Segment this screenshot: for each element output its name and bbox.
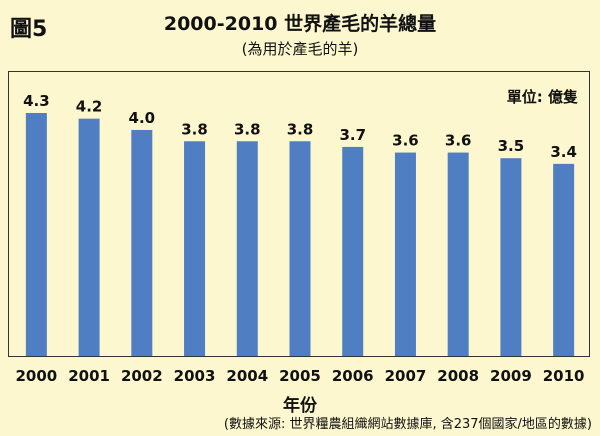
data-label-2005: 3.8 — [287, 120, 314, 138]
x-tick-label-2002: 2002 — [121, 367, 163, 385]
plot-frame — [8, 71, 590, 357]
data-label-2001: 4.2 — [76, 98, 103, 116]
chart-title: 2000-2010 世界產毛的羊總量 — [163, 13, 437, 35]
data-label-2010: 3.4 — [550, 143, 577, 161]
data-label-2004: 3.8 — [234, 120, 261, 138]
bar-2002 — [131, 129, 153, 356]
x-tick-label-2009: 2009 — [490, 367, 532, 385]
bar-2006 — [342, 146, 364, 356]
x-tick-label-2004: 2004 — [226, 367, 268, 385]
bar-2004 — [236, 141, 258, 356]
unit-label: 單位: 億隻 — [506, 88, 578, 106]
chart-subtitle: (為用於產毛的羊) — [241, 40, 359, 58]
x-tick-label-2008: 2008 — [437, 367, 479, 385]
data-label-2008: 3.6 — [445, 132, 472, 150]
data-label-2009: 3.5 — [498, 137, 525, 155]
figure-label: 圖5 — [10, 17, 48, 42]
data-label-2006: 3.7 — [339, 126, 366, 144]
data-label-2007: 3.6 — [392, 132, 419, 150]
source-note: (數據來源: 世界糧農組織網站數據庫, 含237個國家/地區的數據) — [223, 417, 592, 432]
bar-2001 — [78, 118, 100, 357]
bar-2000 — [25, 113, 47, 356]
x-tick-label-2003: 2003 — [174, 367, 216, 385]
data-label-2003: 3.8 — [181, 120, 208, 138]
x-tick-label-2007: 2007 — [385, 367, 427, 385]
x-axis-title: 年份 — [283, 396, 317, 416]
bar-2010 — [553, 163, 575, 356]
bar-2003 — [184, 141, 206, 356]
bar-2007 — [394, 152, 416, 356]
bar-2005 — [289, 141, 311, 356]
data-label-2000: 4.3 — [23, 92, 50, 110]
data-label-2002: 4.0 — [129, 109, 156, 127]
x-tick-label-2005: 2005 — [279, 367, 321, 385]
x-tick-label-2006: 2006 — [332, 367, 374, 385]
x-tick-label-2000: 2000 — [15, 367, 57, 385]
x-tick-label-2001: 2001 — [68, 367, 110, 385]
x-tick-label-2010: 2010 — [543, 367, 585, 385]
bar-2009 — [500, 158, 522, 356]
bar-2008 — [447, 152, 469, 356]
